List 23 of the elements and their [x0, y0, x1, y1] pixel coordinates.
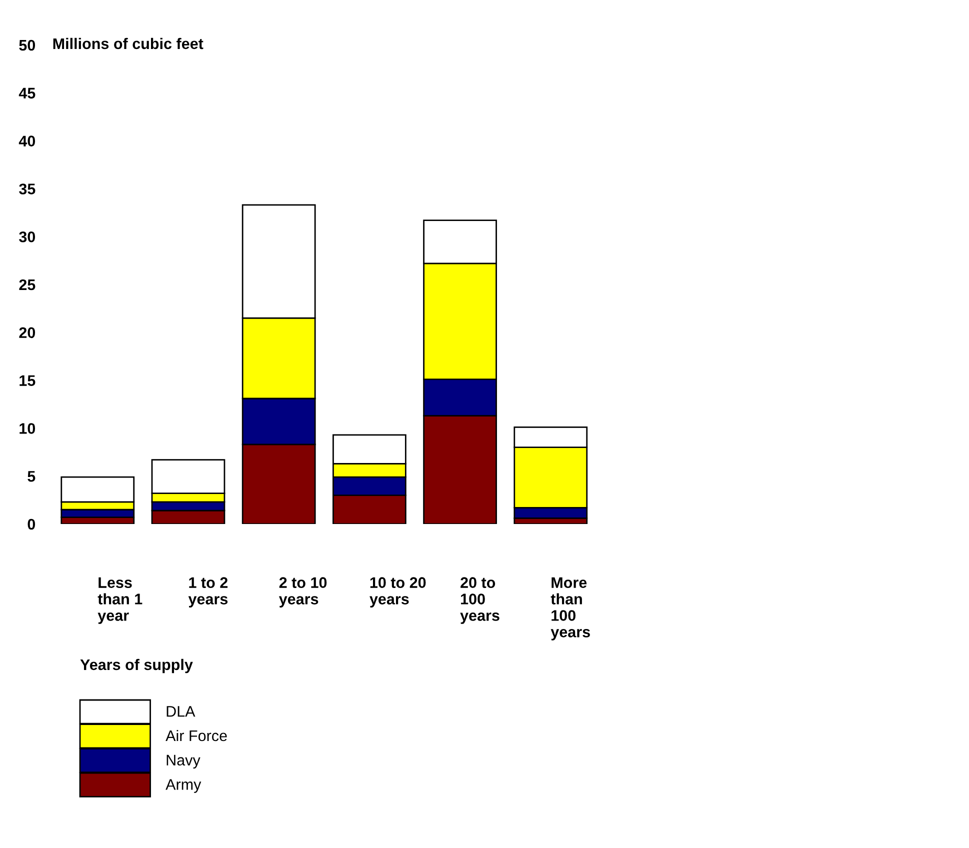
x-tick-label: 10 to 20 years: [370, 577, 426, 608]
x-tick-label: 20 to 100 years: [460, 577, 500, 624]
legend-label: Air Force: [166, 730, 227, 742]
y-tick-label: 45: [18, 88, 36, 99]
y-tick-label: 10: [20, 423, 36, 434]
x-tick-label: 2 to 10 years: [278, 577, 327, 608]
legend-label: Navy: [166, 754, 200, 769]
y-tick-label: 40: [18, 136, 36, 146]
y-tick-label: 20: [19, 327, 36, 338]
x-tick-label: 1 to 2 years: [188, 577, 228, 608]
y-tick-label: 0: [28, 518, 36, 530]
x-tick-label: More than 100 years: [550, 577, 590, 640]
legend-label: DLA: [166, 706, 196, 717]
y-tick-label: 50: [19, 40, 36, 51]
x-tick-label: Less than 1 year: [98, 577, 142, 624]
y-axis-title: Millions of cubic feet: [53, 38, 204, 50]
y-tick-label: 30: [19, 231, 36, 242]
x-axis-title: Years of supply: [80, 658, 193, 674]
y-tick-label: 35: [19, 184, 36, 194]
y-tick-label: 15: [20, 375, 36, 386]
y-tick-label: 25: [19, 279, 36, 290]
y-tick-label: 5: [28, 471, 36, 482]
legend-label: Army: [166, 779, 202, 793]
